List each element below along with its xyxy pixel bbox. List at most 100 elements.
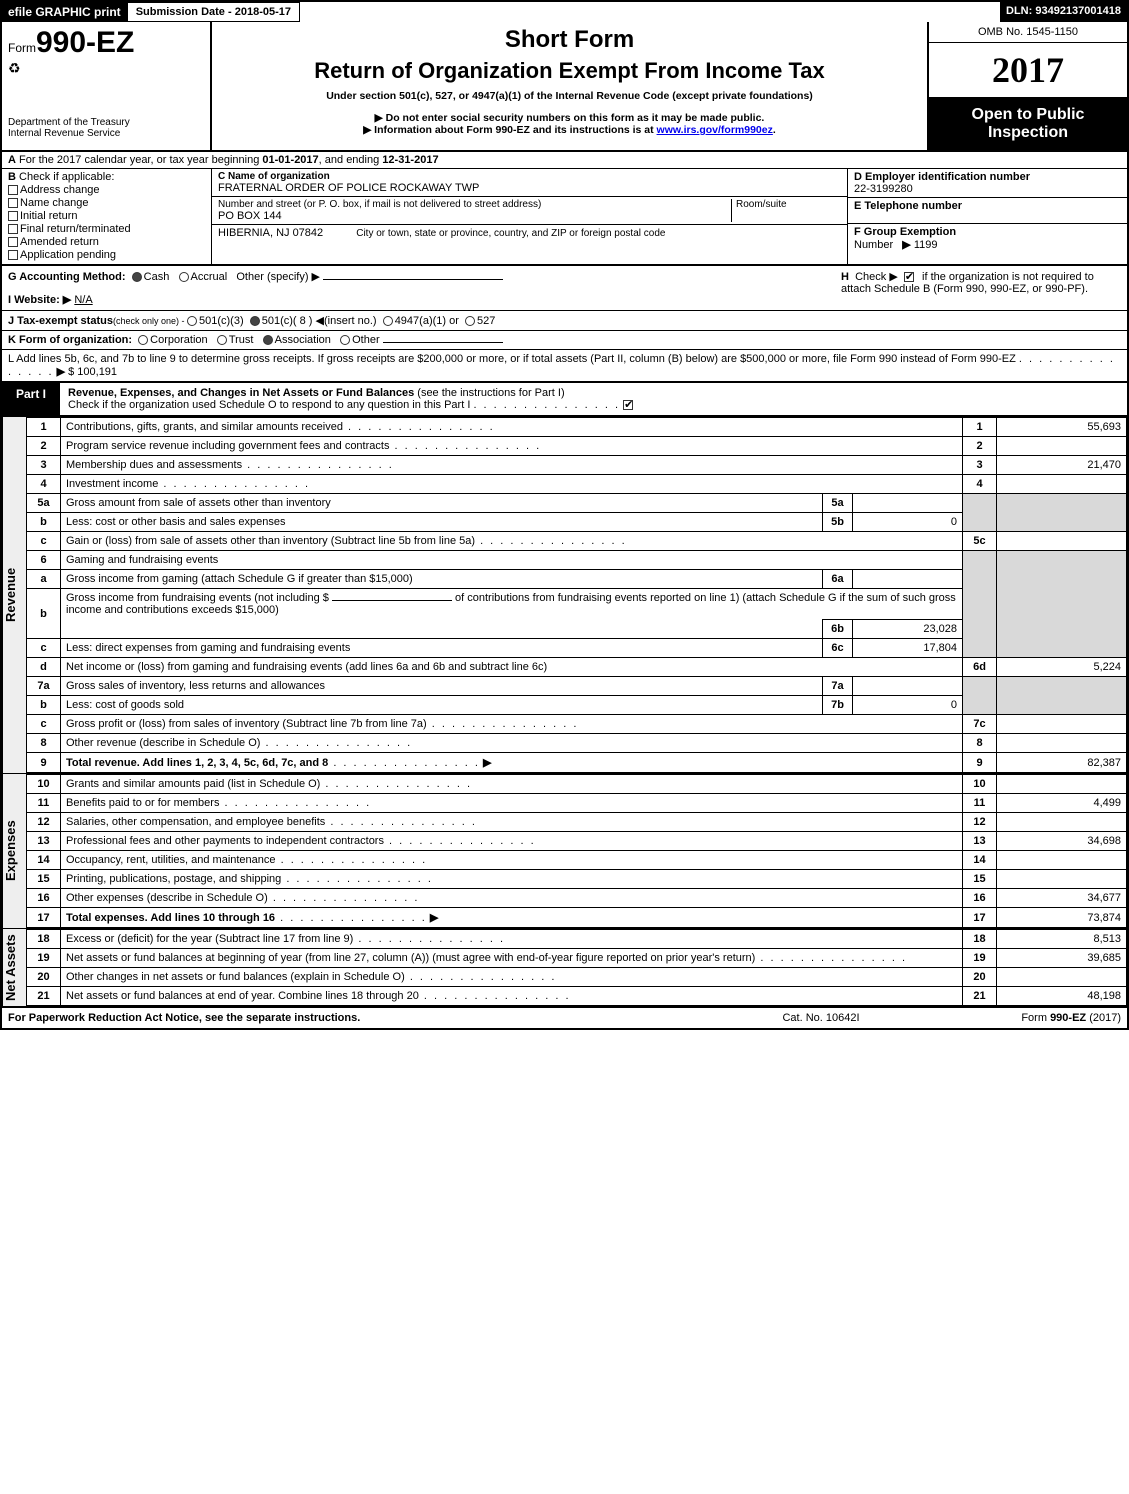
- gh-row: G Accounting Method: Cash Accrual Other …: [2, 264, 1127, 310]
- line-6a: aGross income from gaming (attach Schedu…: [27, 570, 1127, 589]
- line-5a: 5aGross amount from sale of assets other…: [27, 494, 1127, 513]
- line-14: 14Occupancy, rent, utilities, and mainte…: [27, 851, 1127, 870]
- g-other: Other (specify) ▶: [236, 271, 320, 283]
- c-name-cell: C Name of organization FRATERNAL ORDER O…: [212, 169, 847, 197]
- tax-year: 2017: [929, 43, 1127, 98]
- b-label: Check if applicable:: [19, 171, 114, 183]
- submission-date-value: 2018-05-17: [235, 6, 291, 18]
- topbar-spacer: [300, 2, 1000, 22]
- k-other: Other: [352, 334, 380, 346]
- k-other-line[interactable]: [383, 342, 503, 343]
- a-begin: 01-01-2017: [262, 154, 318, 166]
- a-end: 12-31-2017: [382, 154, 438, 166]
- j-4947-radio[interactable]: [383, 316, 393, 326]
- line-5b: bLess: cost or other basis and sales exp…: [27, 513, 1127, 532]
- k-trust-radio[interactable]: [217, 335, 227, 345]
- f-label2: Number: [854, 239, 893, 251]
- c-label: C Name of organization: [218, 171, 330, 182]
- line-7b: bLess: cost of goods sold7b0: [27, 696, 1127, 715]
- open-line2: Inspection: [933, 124, 1123, 142]
- k-corp-radio[interactable]: [138, 335, 148, 345]
- h-block: H Check ▶ if the organization is not req…: [841, 270, 1121, 306]
- b-checkboxes: B Check if applicable: Address change Na…: [2, 169, 212, 264]
- part1-title-text: Revenue, Expenses, and Changes in Net As…: [68, 387, 417, 399]
- part1-checkbox[interactable]: [623, 400, 633, 410]
- under-section: Under section 501(c), 527, or 4947(a)(1)…: [218, 90, 921, 102]
- b-opt-pending[interactable]: Application pending: [8, 249, 205, 261]
- g-other-line[interactable]: [323, 279, 503, 280]
- line-a: A For the 2017 calendar year, or tax yea…: [2, 152, 1127, 169]
- line-13: 13Professional fees and other payments t…: [27, 832, 1127, 851]
- f-label: F Group Exemption: [854, 226, 956, 238]
- j-501c3-radio[interactable]: [187, 316, 197, 326]
- footer-pre: Form: [1021, 1012, 1050, 1024]
- f-cell: F Group Exemption Number ▶ 1199: [848, 224, 1127, 253]
- efile-label: efile GRAPHIC print: [2, 2, 127, 22]
- b-opt-address[interactable]: Address change: [8, 184, 205, 196]
- return-title: Return of Organization Exempt From Incom…: [218, 58, 921, 84]
- b-opt-final[interactable]: Final return/terminated: [8, 223, 205, 235]
- street-label: Number and street (or P. O. box, if mail…: [218, 199, 731, 210]
- l-line: L Add lines 5b, 6c, and 7b to line 9 to …: [2, 349, 1127, 381]
- 6b-blank[interactable]: [332, 600, 452, 601]
- block-bcdef: B Check if applicable: Address change Na…: [2, 169, 1127, 264]
- j-b: 501(c)( 8 ) ◀(insert no.): [262, 315, 377, 327]
- j-501c-radio[interactable]: [250, 316, 260, 326]
- h-checkbox[interactable]: [904, 272, 914, 282]
- footer-post: (2017): [1086, 1012, 1121, 1024]
- submission-date-label: Submission Date -: [136, 6, 235, 18]
- line-20: 20Other changes in net assets or fund ba…: [27, 968, 1127, 987]
- form-number: Form990-EZ: [8, 26, 204, 60]
- j-d: 527: [477, 315, 495, 327]
- line-6b-1: bGross income from fundraising events (n…: [27, 589, 1127, 620]
- i-label: I Website: ▶: [8, 294, 71, 306]
- b-opt-initial[interactable]: Initial return: [8, 210, 205, 222]
- b-opt-name[interactable]: Name change: [8, 197, 205, 209]
- dln-value: 93492137001418: [1035, 5, 1121, 17]
- g-accrual-radio[interactable]: [179, 272, 189, 282]
- dln: DLN: 93492137001418: [1000, 2, 1127, 22]
- expenses-side-label: Expenses: [2, 774, 26, 928]
- header: Form990-EZ ♻ Department of the Treasury …: [2, 22, 1127, 152]
- k-other-radio[interactable]: [340, 335, 350, 345]
- line-18: 18Excess or (deficit) for the year (Subt…: [27, 930, 1127, 949]
- l-text: L Add lines 5b, 6c, and 7b to line 9 to …: [8, 353, 1016, 365]
- line-12: 12Salaries, other compensation, and empl…: [27, 813, 1127, 832]
- l-arrow: ▶: [57, 366, 65, 378]
- j-c: 4947(a)(1) or: [395, 315, 459, 327]
- c-street-cell: Number and street (or P. O. box, if mail…: [212, 197, 847, 225]
- line-3: 3Membership dues and assessments321,470: [27, 456, 1127, 475]
- k-corp: Corporation: [150, 334, 207, 346]
- info-link[interactable]: www.irs.gov/form990ez: [657, 124, 773, 136]
- expenses-table: 10Grants and similar amounts paid (list …: [26, 774, 1127, 928]
- part1-header: Part I Revenue, Expenses, and Changes in…: [2, 381, 1127, 416]
- k-assoc: Association: [275, 334, 331, 346]
- revenue-table: 1Contributions, gifts, grants, and simil…: [26, 417, 1127, 773]
- dept-treasury: Department of the Treasury: [8, 117, 204, 128]
- header-right: OMB No. 1545-1150 2017 Open to Public In…: [927, 22, 1127, 150]
- part1-dots: [473, 399, 620, 411]
- street-value: PO BOX 144: [218, 210, 731, 222]
- g-cash-radio[interactable]: [132, 272, 142, 282]
- g-block: G Accounting Method: Cash Accrual Other …: [8, 270, 841, 306]
- line-6d: dNet income or (loss) from gaming and fu…: [27, 658, 1127, 677]
- j-527-radio[interactable]: [465, 316, 475, 326]
- g-accrual: Accrual: [191, 271, 228, 283]
- line-4: 4Investment income4: [27, 475, 1127, 494]
- k-label: K Form of organization:: [8, 334, 132, 346]
- omb-number: OMB No. 1545-1150: [929, 22, 1127, 43]
- k-assoc-radio[interactable]: [263, 335, 273, 345]
- group-exemption: 1199: [914, 239, 938, 251]
- line-7c: cGross profit or (loss) from sales of in…: [27, 715, 1127, 734]
- line-6: 6Gaming and fundraising events: [27, 551, 1127, 570]
- b-opt-amended[interactable]: Amended return: [8, 236, 205, 248]
- j-a: 501(c)(3): [199, 315, 244, 327]
- def-block: D Employer identification number 22-3199…: [847, 169, 1127, 264]
- info-post: .: [773, 124, 776, 136]
- c-city-cell: HIBERNIA, NJ 07842 City or town, state o…: [212, 225, 847, 251]
- ein-value: 22-3199280: [854, 183, 1121, 195]
- do-not-note: ▶ Do not enter social security numbers o…: [218, 112, 921, 124]
- open-line1: Open to Public: [933, 106, 1123, 124]
- submission-date: Submission Date - 2018-05-17: [127, 2, 300, 22]
- line-10: 10Grants and similar amounts paid (list …: [27, 775, 1127, 794]
